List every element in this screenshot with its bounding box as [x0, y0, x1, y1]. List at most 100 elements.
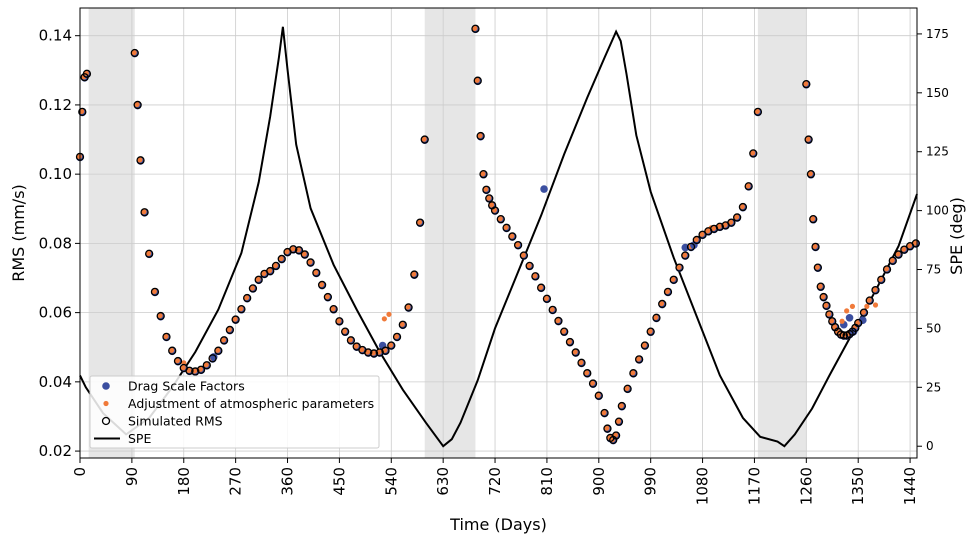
y-right-tick-label: 150	[926, 86, 949, 100]
simulated-rms-point	[130, 48, 139, 58]
atmos-adjust-point	[169, 347, 175, 353]
atmos-adjust-point	[739, 204, 745, 210]
simulated-rms-point	[392, 332, 402, 341]
simulated-rms-point	[473, 76, 482, 85]
legend-marker-drag	[102, 382, 110, 390]
shaded-interval	[424, 8, 476, 458]
atmos-adjust-point	[604, 425, 610, 431]
atmos-adjust-point	[284, 249, 290, 255]
atmos-adjust-point	[839, 318, 845, 324]
spe-series	[79, 26, 918, 448]
simulated-rms-point	[614, 417, 624, 426]
simulated-rms-point	[617, 401, 627, 411]
atmos-adjust-point	[174, 358, 180, 364]
atmos-adjust-point	[878, 276, 884, 282]
atmos-adjust-point	[601, 410, 607, 416]
simulated-rms-point	[738, 202, 748, 212]
x-tick-label: 540	[382, 467, 400, 496]
atmos-adjust-point	[872, 302, 879, 308]
simulated-rms-point	[404, 303, 413, 312]
simulated-rms-point	[882, 265, 892, 274]
drag-scale-point	[859, 316, 867, 325]
atmos-adjust-point	[653, 314, 659, 321]
atmos-adjust-point	[641, 342, 647, 348]
atmos-adjust-point	[635, 356, 642, 362]
simulated-rms-point	[809, 215, 818, 224]
atmos-adjust-point	[733, 214, 740, 220]
y-right-tick-label: 50	[926, 321, 941, 335]
atmos-adjust-point	[220, 337, 227, 343]
atmos-adjust-point	[359, 347, 365, 353]
atmos-adjust-point	[134, 101, 140, 108]
atmos-adjust-point	[705, 228, 711, 234]
y-tick-label: 0.12	[39, 96, 72, 114]
atmos-adjust-point	[301, 251, 307, 257]
atmos-adjust-point	[474, 77, 480, 83]
simulated-rms-point	[266, 266, 275, 276]
atmos-adjust-point	[520, 252, 526, 258]
y-tick-label: 0.08	[39, 234, 72, 252]
y-axis-label: RMS (mm/s)	[9, 184, 28, 282]
simulated-rms-point	[398, 320, 407, 329]
x-tick-label: 450	[330, 467, 348, 496]
x-tick-label: 270	[227, 467, 245, 496]
atmos-adjust-point	[393, 333, 400, 340]
atmos-adjust-point	[163, 333, 169, 340]
atmos-adjust-point	[670, 276, 676, 282]
atmos-adjust-point	[215, 347, 221, 353]
x-tick-label: 630	[434, 467, 452, 496]
simulated-rms-point	[548, 305, 557, 314]
atmos-adjust-point	[750, 150, 756, 156]
simulated-rms-point	[346, 336, 356, 345]
simulated-rms-point	[749, 149, 758, 158]
atmos-adjust-point	[261, 270, 267, 277]
atmos-adjust-point	[817, 283, 823, 289]
atmos-adjust-point	[399, 321, 405, 327]
simulated-rms-point	[819, 292, 828, 302]
atmos-adjust-point	[278, 255, 284, 262]
simulated-rms-point	[208, 354, 217, 363]
atmos-adjust-point	[823, 302, 829, 308]
atmos-adjust-point	[497, 216, 503, 222]
simulated-rms-point	[375, 348, 384, 357]
x-tick-label: 990	[642, 467, 660, 496]
atmos-adjust-point	[226, 326, 232, 333]
simulated-rms-point	[156, 311, 165, 321]
atmos-adjust-point	[812, 243, 818, 250]
simulated-rms-point	[196, 365, 206, 374]
simulated-rms-point	[811, 242, 820, 251]
simulated-rms-point	[364, 348, 373, 357]
simulated-rms-point	[681, 251, 690, 260]
simulated-rms-point	[415, 218, 425, 227]
x-tick-label: 1350	[849, 467, 867, 505]
x-tick-label: 1440	[901, 467, 919, 505]
simulated-rms-point	[237, 305, 246, 314]
atmos-adjust-point	[555, 317, 561, 324]
simulated-rms-point	[219, 336, 229, 345]
simulated-rms-point	[560, 327, 569, 336]
simulated-rms-point	[78, 107, 87, 116]
simulated-rms-point	[140, 208, 149, 217]
simulated-rms-point	[312, 268, 321, 277]
atmos-adjust-point	[381, 316, 387, 322]
x-tick-label: 720	[486, 467, 504, 496]
atmos-adjust-point	[566, 339, 572, 345]
y-right-tick-label: 175	[926, 27, 949, 41]
simulated-rms-point	[471, 24, 480, 33]
atmos-adjust-point	[578, 359, 584, 366]
simulated-rms-point	[854, 318, 863, 328]
simulated-rms-point	[894, 250, 903, 259]
simulated-rms-point	[577, 358, 586, 367]
simulated-rms-point	[306, 258, 315, 267]
drag-scale-point	[540, 185, 548, 193]
simulated-rms-point	[692, 235, 701, 245]
y-tick-label: 0.04	[39, 373, 72, 391]
simulated-rms-point	[822, 301, 831, 310]
atmos-adjust-point	[820, 294, 826, 300]
simulated-rms-point	[502, 223, 511, 232]
simulated-rms-point	[519, 251, 529, 260]
atmos-adjust-point	[745, 183, 751, 189]
simulated-rms-point	[594, 391, 603, 400]
atmos-adjust-point	[477, 133, 483, 139]
simulated-rms-point	[611, 431, 621, 440]
